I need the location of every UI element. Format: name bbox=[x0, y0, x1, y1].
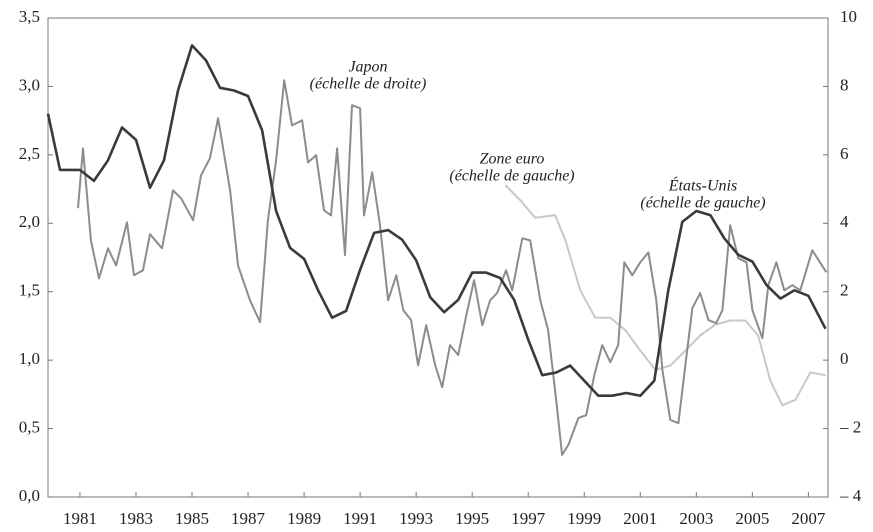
y2-tick-label: – 2 bbox=[839, 417, 861, 436]
x-tick-label: 2003 bbox=[679, 509, 713, 528]
y2-tick-label: 8 bbox=[840, 75, 849, 94]
y-tick-label: 0,0 bbox=[19, 486, 40, 505]
annotation: (échelle de droite) bbox=[310, 76, 427, 93]
annotation: (échelle de gauche) bbox=[640, 195, 765, 212]
x-tick-label: 1989 bbox=[287, 509, 321, 528]
x-tick-label: 1997 bbox=[511, 509, 546, 528]
annotation: Japon bbox=[348, 59, 387, 76]
y-tick-label: 1,5 bbox=[19, 281, 40, 300]
x-tick-label: 1995 bbox=[455, 509, 489, 528]
y-tick-label: 1,0 bbox=[19, 349, 40, 368]
annotation: États-Unis bbox=[668, 176, 737, 195]
plot-frame bbox=[47, 17, 829, 498]
series-line bbox=[504, 184, 826, 407]
x-tick-label: 1983 bbox=[119, 509, 153, 528]
y-tick-label: 3,0 bbox=[19, 75, 40, 94]
annotation: (échelle de gauche) bbox=[449, 168, 574, 185]
series-line bbox=[46, 44, 827, 397]
x-tick-label: 1999 bbox=[567, 509, 601, 528]
x-tick-label: 2005 bbox=[735, 509, 769, 528]
x-tick-label: 1981 bbox=[63, 509, 97, 528]
x-tick-label: 1991 bbox=[343, 509, 377, 528]
y-tick-label: 2,5 bbox=[19, 144, 40, 163]
x-tick-label: 1993 bbox=[399, 509, 433, 528]
y-tick-label: 2,0 bbox=[19, 212, 40, 231]
y2-tick-label: 10 bbox=[840, 7, 857, 26]
x-tick-label: 1987 bbox=[231, 509, 266, 528]
y2-tick-label: 6 bbox=[840, 144, 849, 163]
y-tick-label: 3,5 bbox=[19, 7, 40, 26]
x-tick-label: 2001 bbox=[623, 509, 657, 528]
x-tick-label: 2007 bbox=[791, 509, 826, 528]
x-tick-label: 1985 bbox=[175, 509, 209, 528]
y2-tick-label: 0 bbox=[840, 349, 849, 368]
y2-tick-label: – 4 bbox=[839, 486, 862, 505]
y2-tick-label: 4 bbox=[840, 212, 849, 231]
y2-tick-label: 2 bbox=[840, 281, 849, 300]
y-tick-label: 0,5 bbox=[19, 417, 40, 436]
annotation: Zone euro bbox=[480, 151, 545, 168]
series-line bbox=[77, 79, 828, 456]
